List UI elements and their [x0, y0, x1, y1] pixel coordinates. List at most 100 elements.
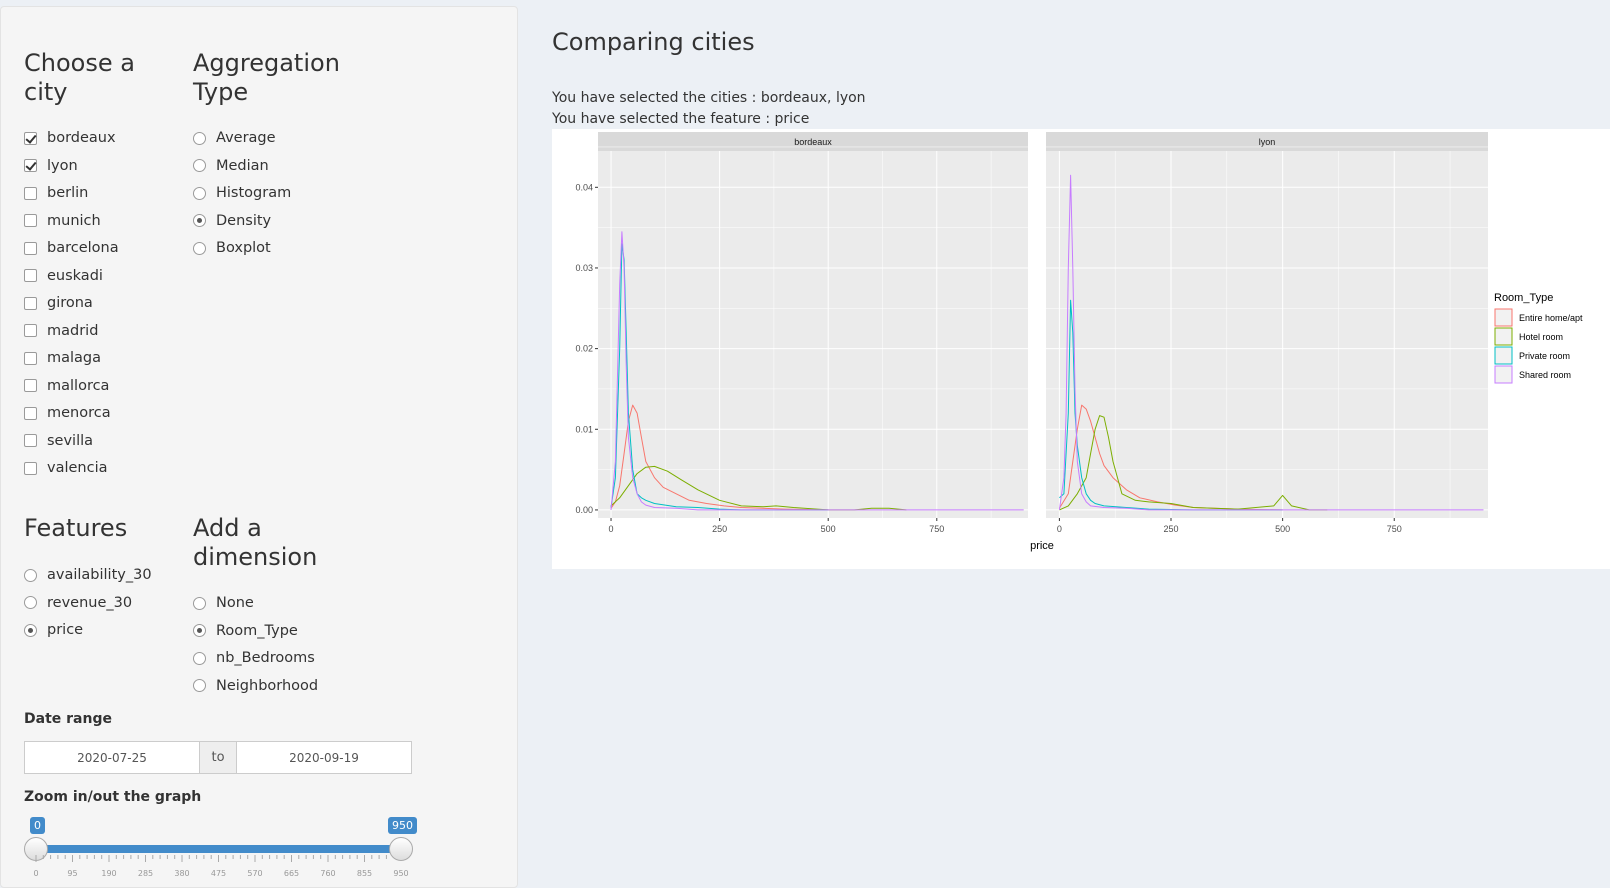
y-tick-label: 0.00 [575, 505, 593, 515]
city-section-title: Choose a city [24, 49, 135, 106]
city-option-label: girona [47, 295, 93, 311]
city-option-munich[interactable]: munich [24, 213, 101, 229]
dimension-option-label: nb_Bedrooms [216, 650, 315, 666]
x-tick-label: 250 [1163, 524, 1178, 534]
city-option-label: mallorca [47, 377, 110, 394]
series-line-entire-home-apt [610, 404, 829, 511]
facet-strip [598, 132, 1028, 151]
checkbox[interactable] [24, 461, 37, 475]
selected-cities-text: You have selected the cities : bordeaux,… [552, 90, 866, 106]
radio-button[interactable] [193, 159, 206, 172]
city-option-girona[interactable]: girona [24, 295, 93, 311]
city-option-label: lyon [47, 157, 78, 174]
city-option-barcelona[interactable]: barcelona [24, 240, 119, 256]
aggregation-option-density[interactable]: Density [193, 213, 271, 229]
city-option-label: menorca [47, 405, 111, 421]
checkbox[interactable] [24, 434, 37, 447]
city-option-euskadi[interactable]: euskadi [24, 268, 103, 284]
radio-button[interactable] [193, 241, 206, 255]
x-tick-label: 250 [712, 524, 727, 534]
aggregation-option-label: Density [216, 212, 272, 229]
aggregation-option-average[interactable]: Average [193, 130, 276, 146]
series-line-private-room [1059, 299, 1283, 511]
date-start-input[interactable]: 2020-07-25 [77, 750, 147, 765]
checkbox[interactable] [24, 159, 37, 172]
radio-button[interactable] [193, 596, 206, 610]
legend-key-entire-home-apt [1494, 308, 1513, 327]
aggregation-option-boxplot[interactable]: Boxplot [193, 240, 271, 256]
aggregation-option-median[interactable]: Median [193, 158, 269, 174]
checkbox[interactable] [24, 186, 37, 200]
x-tick-label: 750 [929, 524, 944, 534]
slider-from-value: 0 [30, 817, 45, 834]
x-tick-label: 750 [1387, 524, 1402, 534]
checkbox[interactable] [24, 241, 37, 255]
city-option-bordeaux[interactable]: bordeaux [24, 130, 116, 146]
city-option-label: sevilla [47, 432, 94, 449]
checkbox[interactable] [24, 296, 37, 310]
radio-button[interactable] [193, 624, 206, 637]
aggregation-option-label: Median [216, 157, 269, 174]
page-title: Comparing cities [552, 28, 755, 56]
date-end-input[interactable]: 2020-09-19 [289, 750, 359, 765]
slider-track[interactable] [36, 845, 401, 853]
checkbox[interactable] [24, 351, 37, 365]
dimension-option-label: Room_Type [216, 622, 298, 639]
slider-to-value: 950 [388, 817, 417, 834]
city-option-berlin[interactable]: berlin [24, 185, 88, 201]
radio-button[interactable] [193, 186, 206, 200]
date-range-separator: to [199, 742, 237, 773]
aggregation-option-label: Histogram [216, 185, 292, 201]
x-axis-title: price [1030, 540, 1054, 552]
city-option-valencia[interactable]: valencia [24, 460, 108, 476]
dimension-option-label: None [216, 595, 254, 611]
features-section: Features [24, 514, 174, 543]
radio-button[interactable] [24, 596, 37, 609]
feature-option-price[interactable]: price [24, 622, 83, 638]
aggregation-option-histogram[interactable]: Histogram [193, 185, 291, 201]
city-option-label: barcelona [47, 240, 119, 256]
selected-feature-text: You have selected the feature : price [552, 111, 810, 127]
sidebar: Choose a city bordeaux lyon berlin munich ba… [0, 6, 518, 888]
slider-tick-label: 380 [174, 869, 190, 878]
city-option-menorca[interactable]: menorca [24, 405, 111, 421]
feature-option-label: availability_30 [47, 567, 152, 583]
radio-button[interactable] [193, 651, 206, 665]
dimension-section: Add a dimension [193, 514, 343, 572]
slider-to-handle[interactable] [389, 837, 413, 861]
legend-key-private-room [1494, 346, 1513, 365]
radio-button[interactable] [24, 568, 37, 582]
feature-option-revenue-30[interactable]: revenue_30 [24, 595, 132, 611]
dimension-option-room-type[interactable]: Room_Type [193, 623, 298, 639]
y-tick-label: 0.04 [575, 182, 593, 192]
feature-option-availability-30[interactable]: availability_30 [24, 567, 152, 583]
density-chart-svg: bordeaux 0 250 500 750 lyon 0 250 500 750 0.00 0.01… [575, 132, 1583, 552]
city-option-malaga[interactable]: malaga [24, 350, 101, 366]
dimension-option-neighborhood[interactable]: Neighborhood [193, 678, 318, 694]
dimension-option-none[interactable]: None [193, 595, 254, 611]
facet-label: bordeaux [794, 137, 832, 147]
city-option-lyon[interactable]: lyon [24, 158, 78, 174]
dimension-option-nb-bedrooms[interactable]: nb_Bedrooms [193, 650, 315, 666]
city-option-mallorca[interactable]: mallorca [24, 378, 109, 394]
panel-background [1046, 151, 1488, 518]
slider-tick-label: 855 [356, 869, 373, 878]
zoom-range-slider[interactable]: 0 950 0 95 190 285 380 475 570 665 760 855 950 [24, 813, 417, 883]
aggregation-option-label: Average [216, 130, 276, 146]
checkbox[interactable] [24, 269, 37, 282]
radio-button[interactable] [193, 131, 206, 145]
checkbox[interactable] [24, 214, 37, 227]
checkbox[interactable] [24, 379, 37, 392]
checkbox[interactable] [24, 324, 37, 337]
radio-button[interactable] [193, 679, 206, 692]
series-line-shared-room [1058, 174, 1484, 511]
radio-button[interactable] [193, 214, 206, 227]
city-option-sevilla[interactable]: sevilla [24, 433, 93, 449]
radio-button[interactable] [24, 623, 37, 637]
city-option-madrid[interactable]: madrid [24, 323, 98, 339]
checkbox[interactable] [24, 131, 37, 145]
x-tick-label: 0 [1057, 524, 1062, 534]
density-plot: bordeaux 0 250 500 750 lyon 0 250 500 750 0.00 0.01… [552, 129, 1610, 569]
checkbox[interactable] [24, 406, 37, 420]
date-range-label: Date range [24, 711, 112, 727]
